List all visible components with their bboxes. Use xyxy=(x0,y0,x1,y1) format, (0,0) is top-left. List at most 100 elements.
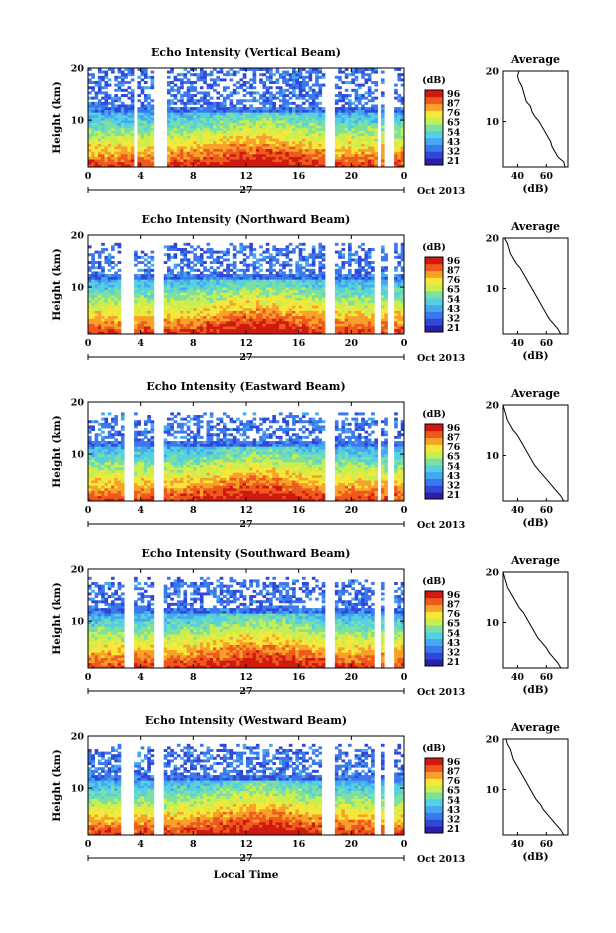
heatmap-cell xyxy=(167,321,171,324)
heatmap-cell xyxy=(368,157,372,160)
heatmap-cell xyxy=(114,300,118,303)
heatmap-cell xyxy=(397,136,401,139)
heatmap-cell xyxy=(230,298,234,301)
heatmap-cell xyxy=(144,97,148,100)
heatmap-cell xyxy=(108,84,112,87)
heatmap-cell xyxy=(289,151,293,154)
heatmap-cell xyxy=(286,94,290,97)
heatmap-cell xyxy=(216,123,220,126)
heatmap-cell xyxy=(358,138,362,141)
heatmap-cell xyxy=(279,292,283,295)
heatmap-cell xyxy=(88,253,92,256)
heatmap-cell xyxy=(203,159,207,162)
heatmap-cell xyxy=(144,141,148,144)
heatmap-cell xyxy=(262,110,266,113)
heatmap-cell xyxy=(322,128,326,131)
heatmap-cell xyxy=(91,300,95,303)
heatmap-cell xyxy=(355,149,359,152)
heatmap-cell xyxy=(295,271,299,274)
heatmap-cell xyxy=(207,94,211,97)
heatmap-cell xyxy=(348,308,352,311)
heatmap-cell xyxy=(207,285,211,288)
heatmap-cell xyxy=(187,261,191,264)
heatmap-cell xyxy=(197,303,201,306)
heatmap-cell xyxy=(289,107,293,110)
heatmap-cell xyxy=(95,295,99,298)
heatmap-cell xyxy=(141,159,145,162)
heatmap-cell xyxy=(134,313,138,316)
heatmap-cell xyxy=(167,128,171,131)
heatmap-cell xyxy=(318,251,322,254)
heatmap-cell xyxy=(183,253,187,256)
heatmap-cell xyxy=(282,107,286,110)
heatmap-cell xyxy=(322,300,326,303)
heatmap-cell xyxy=(187,279,191,282)
heatmap-cell xyxy=(253,324,257,327)
heatmap-cell xyxy=(262,311,266,314)
heatmap-cell xyxy=(246,107,250,110)
heatmap-cell xyxy=(309,300,313,303)
heatmap-cell xyxy=(183,298,187,301)
heatmap-cell xyxy=(193,256,197,259)
heatmap-cell xyxy=(335,94,339,97)
heatmap-cell xyxy=(164,277,168,280)
heatmap-cell xyxy=(256,300,260,303)
heatmap-cell xyxy=(259,144,263,147)
heatmap-cell xyxy=(114,308,118,311)
heatmap-cell xyxy=(286,102,290,105)
heatmap-cell xyxy=(243,141,247,144)
heatmap-cell xyxy=(312,282,316,285)
heatmap-cell xyxy=(259,313,263,316)
heatmap-cell xyxy=(216,324,220,327)
heatmap-cell xyxy=(282,76,286,79)
heatmap-cell xyxy=(361,308,365,311)
heatmap-cell xyxy=(213,136,217,139)
heatmap-cell xyxy=(200,321,204,324)
heatmap-cell xyxy=(220,94,224,97)
heatmap-cell xyxy=(104,292,108,295)
heatmap-cell xyxy=(118,287,122,290)
heatmap-cell xyxy=(180,141,184,144)
heatmap-cell xyxy=(190,141,194,144)
heatmap-cell xyxy=(111,159,115,162)
heatmap-cell xyxy=(266,157,270,160)
heatmap-cell xyxy=(223,282,227,285)
heatmap-cell xyxy=(183,277,187,280)
heatmap-cell xyxy=(249,110,253,113)
heatmap-cell xyxy=(246,110,250,113)
heatmap-cell xyxy=(174,303,178,306)
heatmap-cell xyxy=(170,326,174,329)
heatmap-cell xyxy=(167,133,171,136)
heatmap-cell xyxy=(144,282,148,285)
heatmap-cell xyxy=(355,269,359,272)
heatmap-cell xyxy=(95,329,99,332)
heatmap-cell xyxy=(216,104,220,107)
heatmap-cell xyxy=(394,97,398,100)
heatmap-cell xyxy=(394,149,398,152)
heatmap-cell xyxy=(272,112,276,115)
heatmap-cell xyxy=(118,295,122,298)
heatmap-cell xyxy=(134,321,138,324)
heatmap-cell xyxy=(368,287,372,290)
heatmap-cell xyxy=(262,154,266,157)
heatmap-cell xyxy=(91,151,95,154)
heatmap-cell xyxy=(200,279,204,282)
heatmap-cell xyxy=(144,104,148,107)
heatmap-cell xyxy=(397,138,401,141)
heatmap-cell xyxy=(114,104,118,107)
heatmap-cell xyxy=(335,277,339,280)
heatmap-cell xyxy=(200,292,204,295)
day-label: 27 xyxy=(239,185,252,196)
heatmap-cell xyxy=(361,300,365,303)
heatmap-cell xyxy=(338,131,342,134)
heatmap-cell xyxy=(318,274,322,277)
heatmap-cell xyxy=(170,146,174,149)
heatmap-cell xyxy=(348,104,352,107)
heatmap-cell xyxy=(243,313,247,316)
heatmap-cell xyxy=(203,107,207,110)
heatmap-cell xyxy=(272,133,276,136)
heatmap-cell xyxy=(371,318,375,321)
heatmap-cell xyxy=(190,251,194,254)
heatmap-cell xyxy=(108,146,112,149)
heatmap-cell xyxy=(381,316,385,319)
